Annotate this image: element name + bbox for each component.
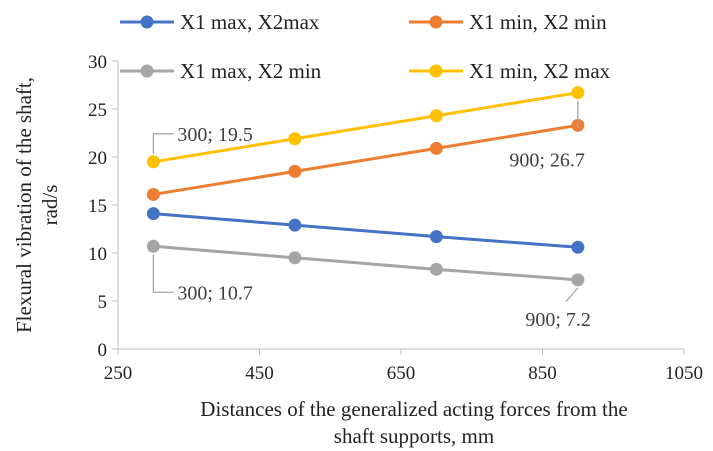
y-tick-label: 10 <box>88 244 107 265</box>
y-axis-title: Flexural vibration of the shaft, rad/s <box>12 77 62 333</box>
x-axis-title-line-2: shaft supports, mm <box>334 424 494 448</box>
x-axis-title-line-1: Distances of the generalized acting forc… <box>200 397 627 421</box>
legend-label: X1 min, X2 min <box>469 10 607 34</box>
x-tick-label: 450 <box>245 363 274 384</box>
data-point <box>429 230 443 244</box>
x-tick-label: 250 <box>104 363 133 384</box>
data-point <box>146 239 160 253</box>
data-point <box>429 141 443 155</box>
leader-line <box>152 133 174 154</box>
y-axis-title-line-2: rad/s <box>38 185 62 226</box>
legend-swatch-marker <box>140 15 154 29</box>
data-label: 900; 7.2 <box>525 287 591 331</box>
y-tick-label: 0 <box>98 340 108 361</box>
y-axis-title-line-1: Flexural vibration of the shaft, <box>12 77 36 333</box>
legend-label: X1 min, X2 max <box>469 59 611 83</box>
data-point <box>571 273 585 287</box>
legend-label: X1 max, X2max <box>180 10 320 34</box>
legend-label: X1 max, X2 min <box>180 59 322 83</box>
data-point <box>146 207 160 221</box>
data-point <box>146 187 160 201</box>
data-point <box>288 132 302 146</box>
legend-swatch-marker <box>140 64 154 78</box>
series-line <box>153 123 579 196</box>
axis-titles: Distances of the generalized acting forc… <box>12 77 628 448</box>
legend-item: X1 min, X2 min <box>409 10 607 34</box>
data-label-text: 900; 26.7 <box>509 150 585 172</box>
series-4 <box>146 86 585 169</box>
data-point <box>429 262 443 276</box>
annotation-layer: 300; 19.5 900; 26.7 300; 10.7 900; 7.2 <box>152 100 591 331</box>
series-3 <box>146 239 585 287</box>
data-label-text: 300; 10.7 <box>177 282 253 304</box>
data-point <box>146 155 160 169</box>
axes: 250 450 650 850 1050 0 5 10 15 20 25 30 <box>88 52 703 384</box>
data-point <box>571 86 585 100</box>
data-point <box>288 164 302 178</box>
data-label-text: 900; 7.2 <box>525 309 591 331</box>
x-tick-label: 850 <box>528 363 557 384</box>
legend: X1 max, X2max X1 min, X2 min X1 max, X2 mi… <box>120 10 611 83</box>
data-label: 300; 19.5 <box>152 124 253 154</box>
series-1 <box>146 207 585 254</box>
y-tick-label: 30 <box>88 52 107 73</box>
legend-item: X1 min, X2 max <box>409 59 611 83</box>
data-point <box>429 109 443 123</box>
data-label-text: 300; 19.5 <box>177 124 253 146</box>
data-point <box>288 218 302 232</box>
series-line <box>153 212 578 249</box>
x-tick-label: 1050 <box>665 363 703 384</box>
y-tick-label: 25 <box>88 100 107 121</box>
data-label: 900; 26.7 <box>509 100 585 172</box>
legend-swatch-marker <box>429 64 443 78</box>
y-tick-label: 20 <box>88 148 107 169</box>
y-tick-label: 5 <box>98 292 108 313</box>
y-tick-label: 15 <box>88 196 107 217</box>
data-point <box>571 240 585 254</box>
legend-item: X1 max, X2 min <box>120 59 322 83</box>
series-line <box>153 244 578 282</box>
leader-line <box>565 287 579 303</box>
x-tick-label: 650 <box>387 363 416 384</box>
data-point <box>288 251 302 265</box>
legend-swatch-marker <box>429 15 443 29</box>
data-label: 300; 10.7 <box>152 254 253 304</box>
leader-line <box>152 254 174 293</box>
series-line <box>153 91 579 164</box>
series-layer <box>146 86 585 287</box>
legend-item: X1 max, X2max <box>120 10 320 34</box>
